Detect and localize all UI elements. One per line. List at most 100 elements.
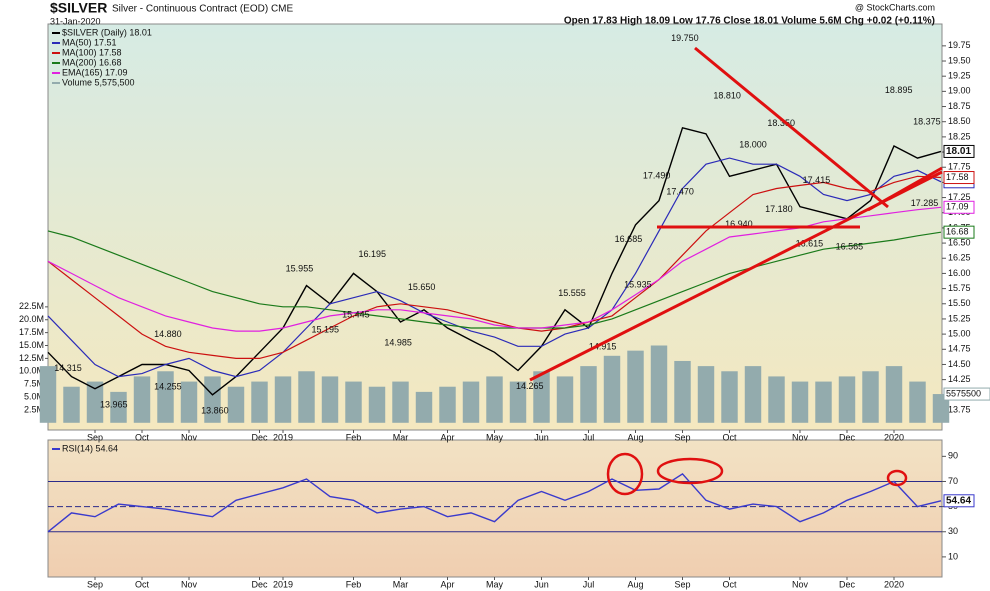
y-tick-label: 16.25 — [948, 253, 971, 263]
x-tick-label: Sep — [87, 432, 103, 442]
volume-bar — [838, 376, 856, 423]
y2-tick-label: 17.5M — [19, 327, 44, 337]
y2-tick-label: 20.0M — [19, 314, 44, 324]
x-tick-label: Jun — [534, 579, 549, 589]
y2-tick-label: 5.0M — [24, 391, 44, 401]
x-tick-label: Nov — [792, 432, 809, 442]
y-tick-label: 18.75 — [948, 101, 971, 111]
legend-label: MA(100) 17.58 — [62, 47, 122, 57]
volume-bar — [180, 381, 198, 423]
volume-bar — [533, 371, 550, 423]
y-tick-label: 19.25 — [948, 71, 971, 81]
volume-bar — [227, 386, 245, 423]
price-annotation: 15.555 — [558, 288, 586, 298]
price-annotation: 15.195 — [312, 325, 340, 335]
volume-bar — [815, 381, 832, 423]
price-annotation: 16.685 — [615, 234, 643, 244]
price-annotation: 14.255 — [154, 382, 182, 392]
last-value-tag: 17.58 — [943, 171, 975, 185]
x-tick-label: Oct — [722, 432, 737, 442]
highlight-ellipse — [656, 457, 724, 485]
volume-bar — [439, 386, 456, 423]
chart-title: $SILVER — [50, 0, 107, 16]
x-tick-label: Dec — [839, 579, 856, 589]
y-tick-label: 18.25 — [948, 131, 971, 141]
y2-tick-label: 2.5M — [24, 404, 44, 414]
price-annotation: 18.000 — [739, 139, 767, 149]
price-annotation: 16.565 — [836, 242, 864, 252]
tag-label: 16.68 — [946, 227, 969, 237]
x-tick-label: Dec — [251, 432, 268, 442]
last-value-tag: 54.64 — [943, 494, 975, 508]
x-tick-label: Oct — [135, 432, 150, 442]
y-tick-label: 17.25 — [948, 192, 971, 202]
volume-bar — [392, 381, 409, 423]
x-tick-label: Sep — [674, 432, 690, 442]
x-tick-label: Aug — [627, 432, 643, 442]
price-annotation: 15.955 — [286, 264, 314, 274]
y-tick-label: 15.00 — [948, 328, 971, 338]
price-annotation: 18.895 — [885, 85, 913, 95]
price-annotation: 16.195 — [359, 249, 387, 259]
volume-bar — [909, 381, 926, 423]
y-tick-label: 15.50 — [948, 298, 971, 308]
last-value-tag: 5575500 — [943, 387, 990, 401]
tag-label: 5575500 — [946, 388, 981, 398]
x-tick-label: 2019 — [273, 432, 293, 442]
y-tick-label: 10 — [948, 551, 958, 561]
volume-bar — [697, 366, 715, 423]
y-tick-label: 16.50 — [948, 237, 971, 247]
source: @ StockCharts.com — [855, 2, 935, 12]
y-tick-label: 19.50 — [948, 55, 971, 65]
tag-label: 17.58 — [946, 172, 969, 182]
x-tick-label: Aug — [627, 579, 643, 589]
legend-label: Volume 5,575,500 — [62, 77, 135, 87]
volume-bar — [133, 376, 151, 423]
volume-bar — [204, 376, 221, 423]
x-tick-label: May — [486, 579, 504, 589]
x-tick-label: Jul — [583, 579, 595, 589]
tag-box — [943, 171, 975, 185]
volume-bar — [627, 350, 644, 423]
volume-bar — [298, 371, 315, 423]
y-tick-label: 90 — [948, 451, 958, 461]
tag-box — [943, 494, 975, 508]
x-tick-label: 2019 — [273, 579, 293, 589]
series-line — [47, 230, 942, 329]
volume-bar — [63, 386, 80, 423]
x-tick-label: Nov — [181, 579, 198, 589]
series-line — [47, 126, 942, 396]
x-tick-label: Nov — [181, 432, 198, 442]
x-tick-label: Apr — [440, 579, 454, 589]
last-value-tag: 18.01 — [943, 144, 975, 158]
price-annotation: 17.180 — [765, 204, 793, 214]
volume-bar — [603, 355, 621, 423]
volume-bar — [321, 376, 339, 423]
volume-bar — [721, 371, 738, 423]
last-value-tag: 16.68 — [943, 225, 975, 239]
x-tick-label: Apr — [440, 432, 454, 442]
price-annotation: 18.810 — [713, 90, 741, 100]
tag-label: 17.09 — [946, 202, 969, 212]
legend-label: RSI(14) 54.64 — [62, 443, 118, 453]
x-tick-label: Oct — [135, 579, 150, 589]
tag-label: 54.64 — [946, 495, 971, 506]
y-tick-label: 30 — [948, 526, 958, 536]
x-tick-label: Mar — [393, 579, 409, 589]
trendlines — [529, 46, 943, 382]
x-tick-label: 2020 — [884, 432, 904, 442]
volume-bar — [274, 376, 292, 423]
volume-bar — [157, 371, 174, 423]
date: 31-Jan-2020 — [50, 16, 101, 26]
price-annotation: 14.915 — [589, 342, 617, 352]
volume-bar — [862, 371, 879, 423]
price-annotation: 17.490 — [643, 170, 671, 180]
y2-tick-label: 7.5M — [24, 379, 44, 389]
price-annotation: 18.350 — [767, 118, 795, 128]
volume-bar — [368, 386, 386, 423]
volume-bar — [415, 391, 433, 423]
trendline — [694, 46, 889, 209]
x-tick-label: May — [486, 432, 504, 442]
y-tick-label: 19.00 — [948, 86, 971, 96]
